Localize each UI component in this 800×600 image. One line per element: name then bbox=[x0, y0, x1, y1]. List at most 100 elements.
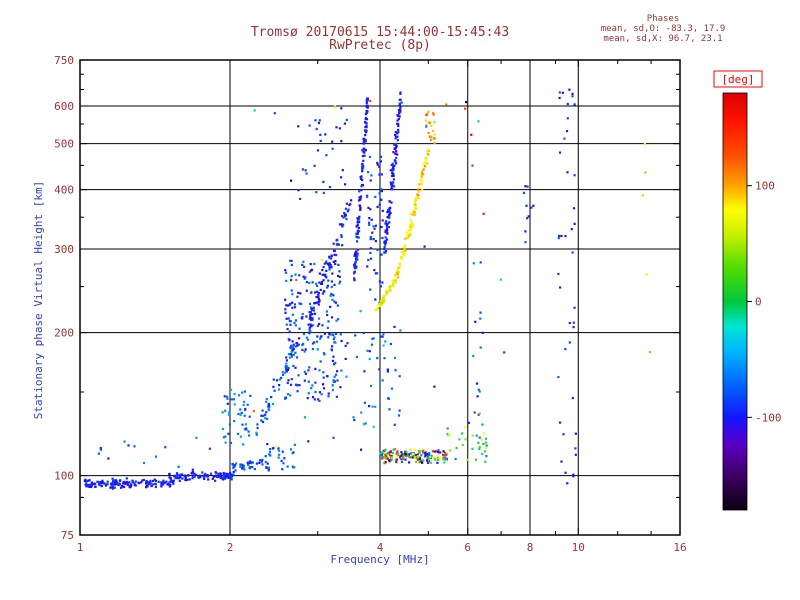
data-point bbox=[355, 232, 358, 235]
data-point bbox=[420, 178, 423, 181]
data-point bbox=[152, 479, 155, 483]
data-point bbox=[355, 225, 358, 228]
data-point bbox=[261, 458, 264, 461]
data-point bbox=[396, 114, 399, 117]
data-point bbox=[224, 472, 227, 475]
data-point bbox=[152, 483, 155, 486]
data-point bbox=[241, 423, 244, 426]
data-point bbox=[385, 220, 388, 223]
data-point bbox=[266, 443, 269, 446]
data-point bbox=[218, 475, 221, 478]
data-point bbox=[561, 91, 564, 94]
data-point bbox=[97, 483, 100, 486]
data-point bbox=[319, 360, 322, 363]
data-point bbox=[372, 425, 375, 428]
data-point bbox=[305, 336, 308, 339]
data-point bbox=[321, 273, 324, 276]
data-point bbox=[422, 174, 425, 177]
data-point bbox=[386, 227, 389, 230]
data-point bbox=[485, 444, 488, 447]
data-point bbox=[395, 458, 399, 461]
data-point bbox=[390, 387, 394, 390]
data-point bbox=[436, 451, 439, 454]
data-point bbox=[573, 306, 576, 309]
data-point bbox=[332, 242, 335, 245]
data-point bbox=[228, 413, 231, 417]
data-point bbox=[268, 404, 271, 407]
colorbar-ticks-group: 100 0 -100 bbox=[747, 180, 782, 424]
data-point bbox=[287, 353, 290, 356]
data-point bbox=[413, 448, 416, 451]
data-point bbox=[268, 405, 271, 409]
data-point bbox=[397, 117, 400, 121]
data-point bbox=[214, 471, 217, 474]
data-point bbox=[475, 458, 478, 461]
data-point bbox=[370, 174, 373, 177]
data-point bbox=[445, 459, 448, 462]
data-point bbox=[284, 308, 287, 311]
data-point bbox=[323, 332, 326, 335]
data-point bbox=[398, 102, 401, 105]
data-point bbox=[325, 260, 328, 263]
data-point bbox=[282, 462, 285, 465]
x-tick-label: 1 bbox=[77, 541, 84, 554]
data-point bbox=[99, 484, 102, 487]
data-point bbox=[264, 413, 267, 416]
data-point bbox=[111, 487, 114, 490]
data-point bbox=[128, 481, 131, 484]
data-point bbox=[92, 482, 95, 485]
data-point bbox=[287, 317, 290, 320]
data-point bbox=[643, 143, 646, 146]
data-point bbox=[395, 271, 398, 274]
data-point bbox=[412, 209, 415, 212]
data-point bbox=[310, 387, 313, 390]
data-point bbox=[311, 324, 314, 327]
data-point bbox=[397, 131, 400, 134]
data-point bbox=[195, 436, 198, 439]
data-point bbox=[331, 384, 334, 387]
data-point bbox=[153, 478, 156, 481]
data-point bbox=[364, 125, 367, 129]
data-point bbox=[364, 138, 367, 141]
data-point bbox=[411, 222, 414, 225]
data-point bbox=[389, 212, 392, 215]
data-point bbox=[320, 282, 324, 285]
data-point bbox=[89, 483, 92, 486]
data-point bbox=[345, 118, 348, 121]
data-point bbox=[429, 135, 432, 138]
data-point bbox=[389, 458, 393, 461]
data-point bbox=[422, 459, 425, 462]
data-point bbox=[269, 448, 272, 451]
data-point bbox=[392, 178, 395, 181]
data-point bbox=[231, 463, 234, 466]
data-point bbox=[343, 122, 346, 125]
data-point bbox=[372, 225, 375, 228]
data-point bbox=[323, 262, 326, 265]
data-point bbox=[572, 473, 575, 476]
data-point bbox=[293, 443, 296, 446]
data-point bbox=[442, 450, 445, 453]
data-point bbox=[557, 376, 560, 379]
data-point bbox=[310, 317, 313, 320]
data-point bbox=[202, 474, 205, 477]
data-point bbox=[308, 124, 311, 127]
data-point bbox=[444, 457, 448, 460]
data-point bbox=[397, 124, 400, 128]
data-point bbox=[363, 370, 366, 373]
data-point bbox=[360, 448, 363, 451]
data-point bbox=[232, 473, 235, 476]
data-point bbox=[421, 188, 424, 191]
data-point bbox=[318, 281, 321, 284]
data-point bbox=[354, 251, 357, 254]
data-point bbox=[97, 452, 100, 455]
data-point bbox=[145, 486, 148, 489]
data-point bbox=[228, 423, 231, 426]
data-point bbox=[426, 150, 429, 153]
data-point bbox=[571, 92, 574, 95]
data-point bbox=[429, 456, 432, 459]
data-point bbox=[222, 472, 225, 475]
data-point bbox=[342, 223, 345, 226]
data-point bbox=[482, 212, 485, 215]
data-point bbox=[481, 423, 484, 426]
data-point bbox=[359, 208, 362, 211]
